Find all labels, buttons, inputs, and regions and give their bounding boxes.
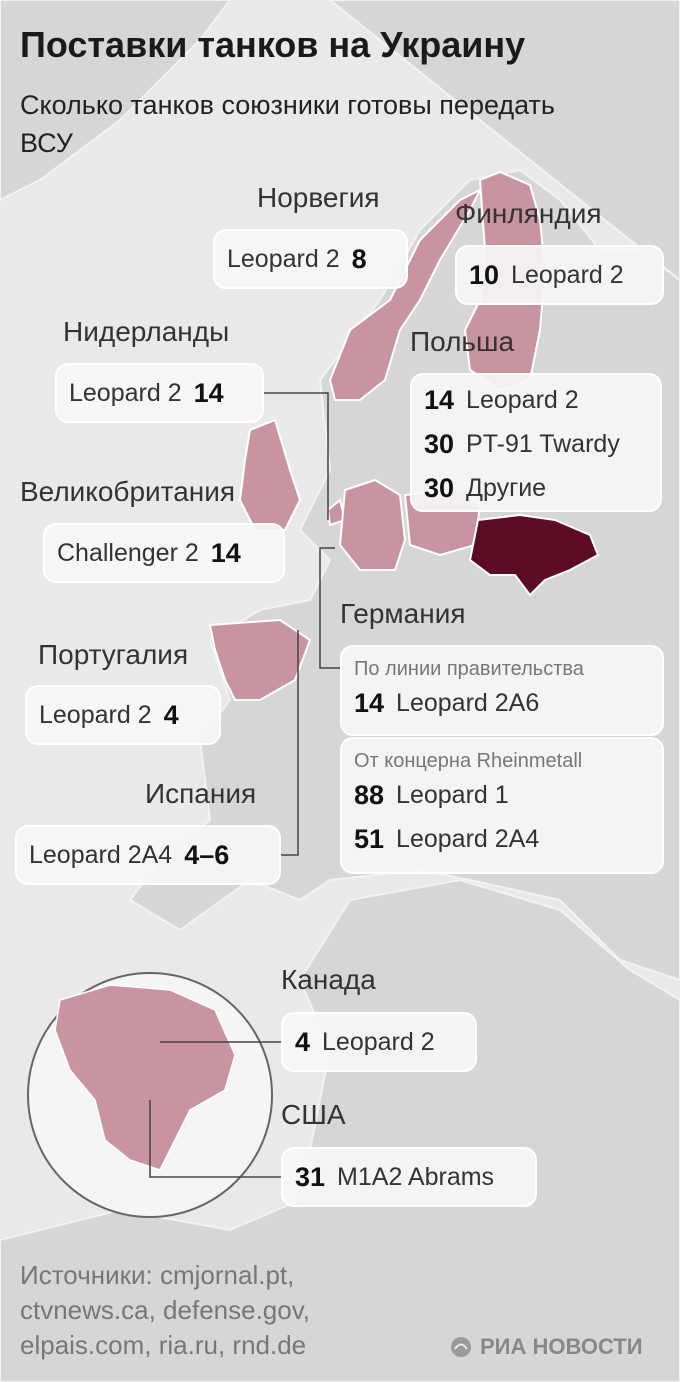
country-name: Германия bbox=[340, 598, 466, 629]
tank-row: Leopard 2 14 bbox=[69, 365, 250, 421]
sources: Источники: cmjornal.pt, ctvnews.ca, defen… bbox=[20, 1258, 310, 1363]
tank-model: Leopard 2A4 bbox=[29, 840, 173, 869]
tank-count: 51 bbox=[354, 823, 385, 854]
info-box: По линии правительства 14 Leopard 2A6 bbox=[340, 645, 664, 736]
country-name: Норвегия bbox=[257, 182, 380, 213]
country-name: Испания bbox=[145, 778, 257, 809]
shape bbox=[338, 478, 407, 571]
tank-count: 31 bbox=[295, 1161, 326, 1192]
tank-model: Leopard 2 bbox=[466, 385, 579, 414]
source-line: Источники: cmjornal.pt, bbox=[20, 1260, 295, 1290]
info-box: Leopard 2 14 bbox=[55, 363, 264, 423]
group-heading: От концерна Rheinmetall bbox=[354, 750, 583, 772]
tank-row: Leopard 2A4 4–6 bbox=[29, 827, 267, 883]
info-box: Leopard 2A4 4–6 bbox=[15, 825, 281, 885]
tank-row: 10 Leopard 2 bbox=[469, 247, 650, 303]
tank-row: 30 Другие bbox=[424, 466, 648, 510]
tank-count: 30 bbox=[424, 472, 455, 503]
tank-row: 31 M1A2 Abrams bbox=[295, 1149, 523, 1205]
tank-model: Leopard 2 bbox=[322, 1027, 435, 1056]
tank-count: 14 bbox=[210, 537, 241, 568]
info-box: 14 Leopard 2 30 PT-91 Twardy 30 Другие bbox=[410, 373, 662, 512]
north-america bbox=[54, 984, 236, 1171]
ukraine bbox=[468, 513, 600, 597]
country-name: Португалия bbox=[38, 639, 189, 670]
tank-count: 30 bbox=[424, 428, 455, 459]
tank-row: 51 Leopard 2A4 bbox=[354, 817, 650, 861]
info-box: От концерна Rheinmetall 88 Leopard 1 51 Le… bbox=[340, 737, 664, 874]
tank-model: M1A2 Abrams bbox=[337, 1162, 495, 1191]
tank-model: Leopard 2 bbox=[511, 260, 624, 289]
country-name: Польша bbox=[410, 326, 515, 357]
tank-count: 4 bbox=[163, 699, 179, 730]
shape bbox=[149, 1100, 281, 1178]
country-name: Нидерланды bbox=[63, 316, 230, 347]
country-name: США bbox=[281, 1099, 346, 1130]
country-name: Канада bbox=[281, 964, 376, 995]
tank-count: 4–6 bbox=[184, 839, 230, 870]
tank-row: Leopard 2 4 bbox=[39, 687, 207, 743]
tank-model: Leopard 1 bbox=[396, 780, 509, 809]
title: Поставки танков на Украину bbox=[20, 24, 526, 65]
source-line: elpais.com, ria.ru, rnd.de bbox=[20, 1330, 307, 1360]
tank-row: 14 Leopard 2 bbox=[424, 378, 648, 422]
logo: РИА НОВОСТИ bbox=[450, 1334, 643, 1360]
tank-model: Challenger 2 bbox=[57, 538, 199, 567]
tank-row: Challenger 2 14 bbox=[57, 525, 271, 581]
logo-text: РИА НОВОСТИ bbox=[480, 1334, 643, 1359]
shape bbox=[319, 547, 340, 669]
shape bbox=[263, 392, 329, 520]
info-box: 10 Leopard 2 bbox=[455, 245, 664, 305]
country-name: Великобритания bbox=[20, 476, 236, 507]
info-box: Leopard 2 8 bbox=[213, 229, 408, 289]
info-box: Challenger 2 14 bbox=[43, 523, 285, 583]
shape bbox=[208, 618, 312, 701]
tank-count: 4 bbox=[295, 1026, 311, 1057]
tank-row: 14 Leopard 2A6 bbox=[354, 681, 650, 725]
tank-row: Leopard 2 8 bbox=[227, 231, 394, 287]
tank-model: Другие bbox=[466, 473, 547, 502]
group-heading: По линии правительства bbox=[354, 658, 584, 680]
shape bbox=[454, 1343, 468, 1350]
tank-model: Leopard 2 bbox=[227, 244, 340, 273]
tank-model: PT-91 Twardy bbox=[466, 429, 620, 458]
logo-icon bbox=[451, 1337, 471, 1357]
tank-count: 88 bbox=[354, 779, 385, 810]
shape bbox=[328, 187, 483, 401]
shape bbox=[0, 0, 232, 202]
tank-row: 4 Leopard 2 bbox=[295, 1014, 463, 1070]
shape bbox=[280, 630, 299, 856]
tank-count: 14 bbox=[424, 384, 455, 415]
subtitle: Сколько танков союзники готовы передать … bbox=[20, 90, 555, 158]
tank-model: Leopard 2 bbox=[69, 378, 182, 407]
tank-row: 88 Leopard 1 bbox=[354, 773, 650, 817]
info-box: Leopard 2 4 bbox=[25, 685, 221, 745]
shape bbox=[238, 418, 302, 531]
tank-count: 14 bbox=[193, 377, 224, 408]
tank-model: Leopard 2 bbox=[39, 700, 152, 729]
tank-model: Leopard 2A6 bbox=[396, 688, 540, 717]
tank-count: 8 bbox=[351, 243, 367, 274]
element bbox=[451, 1337, 471, 1357]
tank-count: 14 bbox=[354, 687, 385, 718]
tank-model: Leopard 2A4 bbox=[396, 824, 540, 853]
source-line: ctvnews.ca, defense.gov, bbox=[20, 1295, 311, 1325]
info-box: 31 M1A2 Abrams bbox=[281, 1147, 537, 1207]
connectors bbox=[149, 392, 340, 1178]
tank-row: 30 PT-91 Twardy bbox=[424, 422, 648, 466]
country-name: Финляндия bbox=[455, 198, 602, 229]
tank-count: 10 bbox=[469, 259, 500, 290]
info-box: 4 Leopard 2 bbox=[281, 1012, 477, 1072]
